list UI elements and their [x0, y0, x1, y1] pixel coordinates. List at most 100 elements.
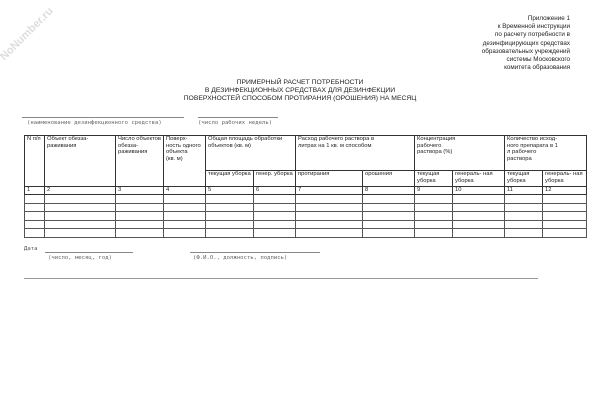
column-number: 4	[163, 186, 206, 195]
appendix-line: Приложение 1	[527, 15, 570, 22]
appendix-line: к Временной инструкции	[497, 23, 570, 31]
title-line: ПОВЕРХНОСТЕЙ СПОСОБОМ ПРОТИРАНИЯ (ОРОШЕН…	[183, 95, 417, 103]
bottom-divider	[24, 278, 538, 279]
appendix-line: дезинфицирующих средствах	[482, 39, 570, 47]
table-cell[interactable]	[362, 219, 415, 229]
table-cell[interactable]	[115, 211, 164, 221]
signature-hint: (Ф.И.О., должность, подпись)	[193, 255, 288, 261]
table-cell[interactable]	[542, 228, 587, 238]
table-cell[interactable]	[115, 219, 164, 229]
table-cell[interactable]	[44, 211, 116, 221]
table-cell[interactable]	[295, 202, 363, 212]
table-cell[interactable]	[44, 194, 116, 204]
header-cell: Общая площадь обработки объектов (кв. м)	[205, 135, 296, 171]
table-cell[interactable]	[205, 194, 254, 204]
table-cell[interactable]	[414, 202, 453, 212]
table-cell[interactable]	[115, 228, 164, 238]
table-cell[interactable]	[205, 211, 254, 221]
column-number: 11	[504, 186, 543, 195]
column-number: 3	[115, 186, 164, 195]
table-cell[interactable]	[253, 202, 296, 212]
table-cell[interactable]	[115, 194, 164, 204]
table-cell[interactable]	[163, 194, 206, 204]
column-number: 7	[295, 186, 363, 195]
table-cell[interactable]	[253, 211, 296, 221]
table-cell[interactable]	[414, 211, 453, 221]
table-cell[interactable]	[205, 228, 254, 238]
weeks-line	[198, 117, 278, 118]
table-cell[interactable]	[163, 211, 206, 221]
agent-hint: (наименование дезинфекционного средства)	[27, 120, 162, 126]
table-cell[interactable]	[163, 228, 206, 238]
table-cell[interactable]	[504, 219, 543, 229]
table-cell[interactable]	[44, 228, 116, 238]
table-row	[24, 211, 587, 221]
table-cell[interactable]	[452, 228, 505, 238]
table-cell[interactable]	[542, 202, 587, 212]
calculation-table: N п/п Объект обезза- раживания Число объ…	[24, 135, 587, 238]
table-cell[interactable]	[414, 228, 453, 238]
date-line[interactable]	[45, 252, 133, 253]
column-number: 6	[253, 186, 296, 195]
table-cell[interactable]	[542, 194, 587, 204]
header-unit: (кв. м)	[166, 155, 183, 162]
table-cell[interactable]	[362, 211, 415, 221]
table-cell[interactable]	[504, 211, 543, 221]
table-cell[interactable]	[24, 228, 45, 238]
watermark: NoNumber.ru	[0, 5, 56, 63]
table-cell[interactable]	[253, 228, 296, 238]
table-cell[interactable]	[452, 219, 505, 229]
table-cell[interactable]	[452, 202, 505, 212]
subheader-cell: текущая уборка	[504, 170, 543, 187]
appendix-line: системы Московского	[506, 56, 570, 64]
table-cell[interactable]	[295, 194, 363, 204]
signature-line[interactable]	[190, 252, 320, 253]
table-row	[24, 194, 587, 204]
table-cell[interactable]	[163, 202, 206, 212]
header-cell: Количество исход- ного препарата в 1 л р…	[504, 135, 587, 171]
table-cell[interactable]	[205, 219, 254, 229]
table-cell[interactable]	[504, 202, 543, 212]
table-cell[interactable]	[253, 219, 296, 229]
table-row	[24, 228, 587, 238]
header-cell: Поверх- ность одного объекта (кв. м)	[163, 135, 206, 187]
table-cell[interactable]	[163, 219, 206, 229]
table-cell[interactable]	[504, 228, 543, 238]
appendix-line: по расчету потребности в	[495, 31, 570, 39]
table-cell[interactable]	[44, 202, 116, 212]
table-cell[interactable]	[362, 228, 415, 238]
appendix-line: образовательных учреждений	[481, 47, 570, 55]
subheader-cell: текущая уборка	[414, 170, 453, 187]
table-cell[interactable]	[295, 211, 363, 221]
table-cell[interactable]	[24, 202, 45, 212]
appendix-line: комитета образования	[504, 64, 570, 72]
table-cell[interactable]	[24, 211, 45, 221]
table-cell[interactable]	[253, 194, 296, 204]
table-cell[interactable]	[452, 194, 505, 204]
table-cell[interactable]	[24, 219, 45, 229]
table-cell[interactable]	[414, 219, 453, 229]
title-line: ПРИМЕРНЫЙ РАСЧЕТ ПОТРЕБНОСТИ	[236, 79, 364, 86]
title-line: В ДЕЗИНФЕКЦИОННЫХ СРЕДСТВАХ ДЛЯ ДЕЗИНФЕК…	[204, 87, 396, 95]
table-cell[interactable]	[452, 211, 505, 221]
document-title: ПРИМЕРНЫЙ РАСЧЕТ ПОТРЕБНОСТИ В ДЕЗИНФЕКЦИ…	[0, 79, 600, 104]
table-cell[interactable]	[295, 219, 363, 229]
weeks-hint: (число рабочих недель)	[198, 120, 273, 126]
table-cell[interactable]	[295, 228, 363, 238]
table-cell[interactable]	[24, 194, 45, 204]
table-cell[interactable]	[504, 194, 543, 204]
table-cell[interactable]	[115, 202, 164, 212]
table-cell[interactable]	[44, 219, 116, 229]
table-row	[24, 202, 587, 212]
table-cell[interactable]	[542, 219, 587, 229]
table-cell[interactable]	[362, 194, 415, 204]
header-text: Поверх- ность одного объекта	[166, 136, 201, 156]
subheader-cell: текущая уборка	[205, 170, 254, 187]
header-cell: Объект обезза- раживания	[44, 135, 116, 187]
table-cell[interactable]	[362, 202, 415, 212]
table-cell[interactable]	[205, 202, 254, 212]
column-number: 5	[205, 186, 254, 195]
table-cell[interactable]	[542, 211, 587, 221]
table-cell[interactable]	[414, 194, 453, 204]
header-cell: N п/п	[24, 135, 45, 187]
